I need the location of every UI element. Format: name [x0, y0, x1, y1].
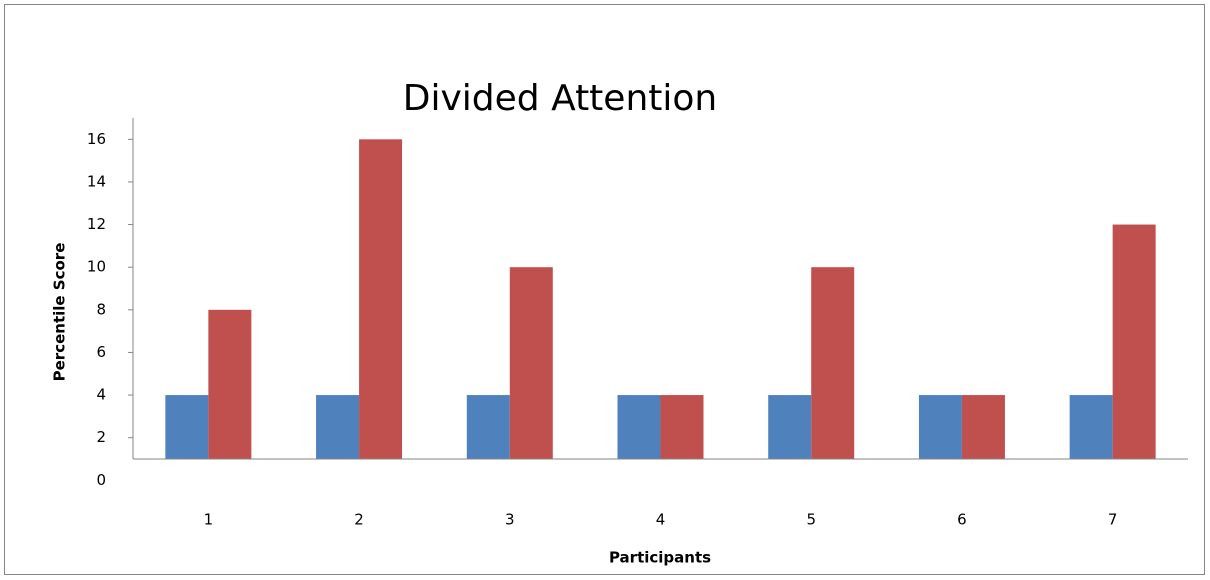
chart-border	[4, 4, 1205, 575]
x-tick-label: 7	[1108, 511, 1118, 529]
bar	[509, 267, 553, 459]
bar	[1112, 224, 1156, 459]
y-tick-label: 0	[96, 471, 106, 489]
bar	[165, 395, 209, 459]
bar	[617, 395, 661, 459]
y-tick-label: 16	[87, 130, 106, 148]
x-tick-label: 3	[505, 511, 515, 529]
y-tick-label: 8	[96, 300, 106, 318]
y-tick-label: 10	[87, 258, 106, 276]
y-tick-label: 6	[96, 343, 106, 361]
y-tick-label: 14	[87, 172, 106, 190]
x-tick-label: 5	[806, 511, 816, 529]
bar	[208, 309, 252, 459]
y-tick-label: 2	[96, 428, 106, 446]
bar	[359, 139, 403, 459]
chart-title: Divided Attention	[403, 78, 717, 119]
x-axis-label: Participants	[609, 549, 711, 567]
bar	[660, 395, 704, 459]
bar	[1069, 395, 1113, 459]
x-tick-label: 2	[354, 511, 364, 529]
y-tick-label: 12	[87, 215, 106, 233]
x-tick-label: 6	[957, 511, 967, 529]
x-tick-label: 1	[204, 511, 214, 529]
y-tick-label: 4	[96, 386, 106, 404]
x-tick-label: 4	[656, 511, 666, 529]
bar	[918, 395, 962, 459]
bar	[466, 395, 510, 459]
bar	[811, 267, 855, 459]
bar	[316, 395, 360, 459]
bar	[961, 395, 1005, 459]
y-axis-label: Percentile Score	[51, 243, 69, 382]
bar	[768, 395, 812, 459]
